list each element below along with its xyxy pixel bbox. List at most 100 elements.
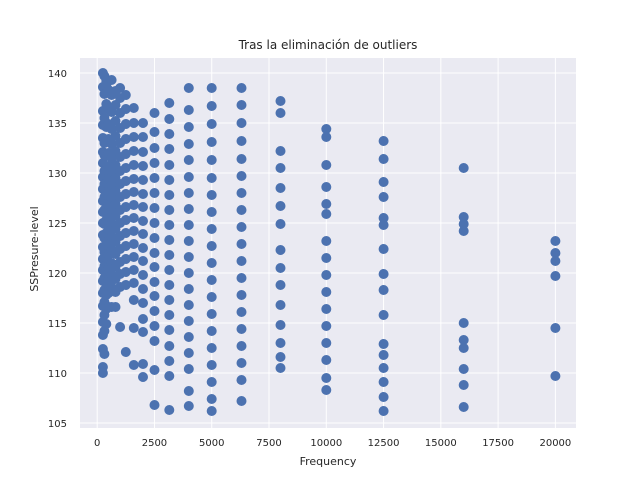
y-tick-label: 130 [48, 169, 67, 180]
data-point [378, 269, 389, 279]
data-point [128, 226, 139, 236]
data-point [206, 258, 217, 268]
data-point [128, 295, 139, 305]
data-point [458, 335, 469, 345]
data-point [120, 347, 131, 357]
data-point [120, 90, 131, 100]
data-point [183, 316, 194, 326]
data-point [164, 114, 175, 124]
data-point [128, 323, 139, 333]
data-point [275, 300, 286, 310]
data-point [550, 248, 561, 258]
data-point [138, 147, 148, 157]
data-point [321, 132, 332, 142]
data-point [378, 350, 389, 360]
data-point [164, 250, 175, 260]
data-point [275, 201, 286, 211]
data-point [120, 241, 131, 251]
data-point [378, 136, 389, 146]
data-point [128, 213, 139, 223]
data-point [183, 386, 194, 396]
data-point [183, 284, 194, 294]
data-point [275, 338, 286, 348]
data-point [149, 365, 160, 375]
data-point [128, 118, 139, 128]
data-point [120, 228, 131, 238]
data-point [458, 226, 469, 236]
data-point [275, 183, 286, 193]
data-point [321, 287, 332, 297]
data-point [321, 373, 332, 383]
data-point [236, 188, 247, 198]
data-point [183, 252, 194, 262]
data-point [206, 406, 217, 416]
data-point [183, 155, 194, 165]
x-tick-label: 10000 [310, 438, 342, 449]
data-point [164, 356, 175, 366]
data-point [138, 216, 148, 226]
data-point [128, 103, 139, 113]
data-point [275, 263, 286, 273]
data-point [321, 321, 332, 331]
data-point [101, 319, 112, 329]
data-point [128, 174, 139, 184]
data-point [321, 199, 332, 209]
data-point [206, 173, 217, 183]
data-point [378, 285, 389, 295]
data-point [275, 280, 286, 290]
data-point [378, 213, 389, 223]
data-point [164, 405, 175, 415]
data-point [97, 368, 108, 378]
data-point [206, 292, 217, 302]
data-point [458, 343, 469, 353]
data-point [183, 300, 194, 310]
data-point [183, 348, 194, 358]
data-point [236, 154, 247, 164]
data-point [321, 385, 332, 395]
data-point [138, 359, 148, 369]
data-point [183, 401, 194, 411]
data-point [321, 338, 332, 348]
data-point [236, 341, 247, 351]
y-axis-label: SSPresure-level [28, 206, 41, 291]
data-point [128, 239, 139, 249]
data-point [120, 267, 131, 277]
data-point [206, 224, 217, 234]
data-point [236, 273, 247, 283]
data-point [164, 160, 175, 170]
data-point [378, 363, 389, 373]
data-point [183, 204, 194, 214]
data-point [550, 371, 561, 381]
data-point [120, 134, 131, 144]
data-point [378, 392, 389, 402]
data-point [164, 371, 175, 381]
data-point [236, 239, 247, 249]
data-point [183, 105, 194, 115]
data-point [236, 222, 247, 232]
data-point [321, 160, 332, 170]
data-point [164, 341, 175, 351]
data-point [128, 200, 139, 210]
y-axis-ticks: 105 110 115 120 125 130 135 140 [48, 69, 67, 430]
data-point [138, 175, 148, 185]
data-point [458, 364, 469, 374]
data-point [275, 146, 286, 156]
data-point [149, 336, 160, 346]
data-point [550, 323, 561, 333]
x-tick-label: 2500 [142, 438, 167, 449]
x-tick-label: 7500 [256, 438, 281, 449]
data-point [138, 270, 148, 280]
data-point [378, 220, 389, 230]
data-point [110, 302, 121, 312]
data-point [275, 163, 286, 173]
data-point [236, 307, 247, 317]
data-point [183, 122, 194, 132]
x-axis-ticks: 0 2500 5000 7500 10000 12500 15000 17500 20000 [94, 438, 571, 449]
data-point [183, 83, 194, 93]
data-point [458, 380, 469, 390]
data-point [275, 108, 286, 118]
data-point [138, 118, 148, 128]
data-point [128, 360, 139, 370]
data-point [183, 364, 194, 374]
